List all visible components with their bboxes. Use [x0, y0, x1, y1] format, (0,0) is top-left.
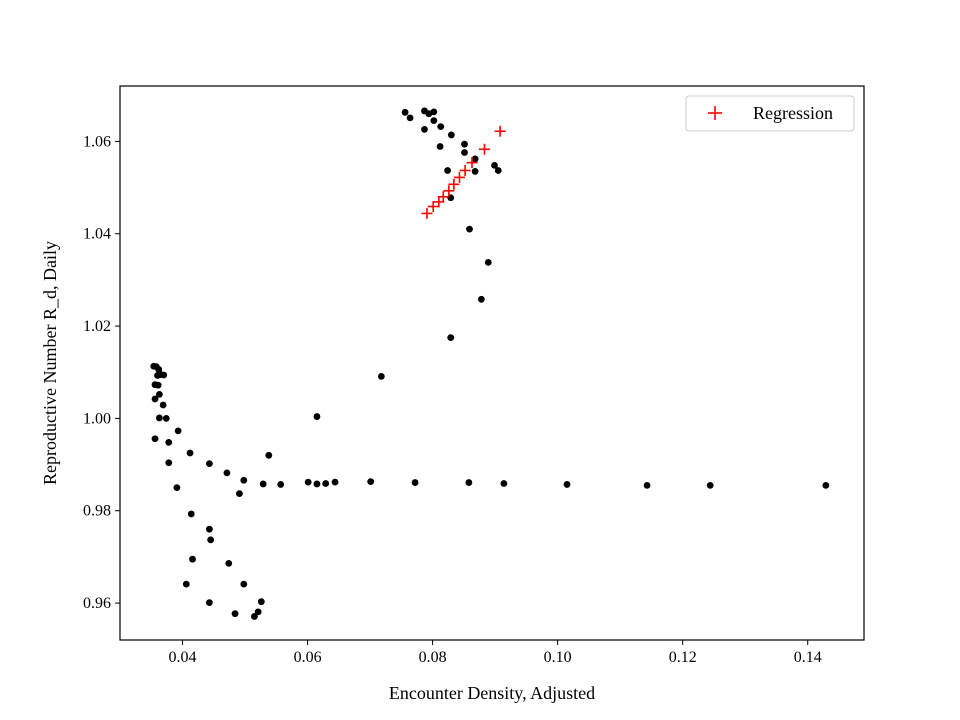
data-point	[173, 484, 181, 492]
data-point	[155, 414, 163, 422]
data-point	[240, 580, 248, 588]
data-point	[187, 510, 195, 518]
data-point	[231, 610, 239, 618]
data-point	[491, 162, 498, 169]
data-point	[154, 372, 161, 379]
data-point	[471, 168, 479, 175]
data-point	[206, 460, 213, 468]
data-point	[430, 108, 438, 116]
data-point	[401, 108, 409, 116]
data-point	[430, 117, 438, 125]
data-point	[477, 295, 485, 303]
regression-point	[443, 185, 455, 197]
data-point	[277, 481, 285, 488]
data-point	[500, 480, 508, 487]
data-point	[411, 479, 419, 486]
data-point	[151, 395, 159, 403]
data-point	[151, 435, 159, 443]
data-point	[265, 451, 273, 459]
data-point	[421, 125, 428, 133]
y-tick-label: 1.00	[83, 410, 111, 427]
x-tick-label: 0.10	[544, 649, 572, 666]
data-point	[643, 481, 651, 489]
data-point	[165, 439, 173, 446]
data-point	[466, 225, 473, 233]
y-axis-label: Reproductive Number R_d, Daily	[40, 241, 60, 485]
data-markers	[150, 107, 830, 620]
regression-point	[494, 125, 506, 137]
data-point	[706, 481, 714, 489]
data-point	[822, 481, 830, 489]
data-point	[494, 167, 502, 174]
data-point	[206, 599, 213, 607]
data-point	[159, 401, 167, 409]
data-point	[174, 427, 182, 435]
data-point	[471, 155, 479, 163]
data-point	[484, 258, 492, 266]
data-point	[367, 478, 375, 486]
regression-point	[466, 157, 478, 169]
data-point	[225, 559, 233, 567]
data-point	[154, 381, 162, 389]
data-point	[251, 613, 258, 620]
data-point	[254, 608, 262, 616]
x-tick-label: 0.14	[794, 649, 822, 666]
x-tick-label: 0.06	[294, 649, 322, 666]
x-axis-label: Encounter Density, Adjusted	[389, 683, 595, 703]
legend-box	[685, 95, 855, 132]
data-point	[240, 476, 248, 484]
data-point	[236, 490, 243, 498]
data-point	[162, 415, 170, 422]
data-point	[436, 143, 444, 150]
data-point	[331, 478, 339, 486]
data-point	[447, 334, 455, 342]
regression-point	[448, 178, 460, 190]
data-point	[465, 479, 473, 486]
data-point	[259, 480, 267, 488]
data-point	[377, 372, 385, 380]
legend-plus-marker	[708, 106, 722, 120]
y-tick-label: 1.02	[83, 318, 111, 335]
data-point	[313, 480, 321, 488]
y-axis-ticks: 0.96 0.98 1.00 1.02 1.04 1.06	[83, 133, 120, 612]
x-tick-label: 0.12	[669, 649, 697, 666]
y-tick-label: 0.96	[83, 595, 111, 612]
data-point	[563, 481, 571, 488]
x-tick-label: 0.04	[169, 649, 197, 666]
data-point	[189, 555, 196, 563]
data-point	[223, 469, 231, 477]
data-point	[257, 598, 265, 606]
data-point	[313, 413, 321, 420]
data-point	[160, 371, 168, 379]
legend: Regression	[685, 95, 855, 132]
x-tick-label: 0.08	[419, 649, 447, 666]
data-point	[206, 525, 213, 533]
data-point	[322, 480, 330, 487]
y-tick-label: 1.04	[83, 226, 111, 243]
data-point	[461, 140, 468, 148]
regression-point	[459, 164, 471, 176]
data-point	[207, 536, 215, 544]
data-point	[406, 114, 414, 122]
data-point	[186, 449, 194, 457]
legend-entry-regression: Regression	[753, 103, 833, 123]
data-point	[447, 131, 455, 139]
data-point	[182, 580, 190, 588]
data-point	[155, 390, 163, 398]
regression-point	[453, 171, 465, 183]
data-point	[437, 123, 445, 131]
data-point	[304, 478, 312, 486]
plot-frame	[119, 85, 865, 641]
regression-point	[427, 200, 439, 212]
regression-point	[421, 207, 433, 219]
y-tick-label: 0.98	[83, 503, 111, 520]
y-tick-label: 1.06	[83, 133, 111, 150]
data-point	[461, 149, 468, 156]
regression-point	[437, 191, 449, 203]
x-axis-ticks: 0.04 0.06 0.08 0.10 0.12 0.14	[169, 640, 822, 666]
regression-point	[478, 143, 490, 155]
data-point	[165, 459, 173, 467]
data-point	[444, 167, 452, 174]
